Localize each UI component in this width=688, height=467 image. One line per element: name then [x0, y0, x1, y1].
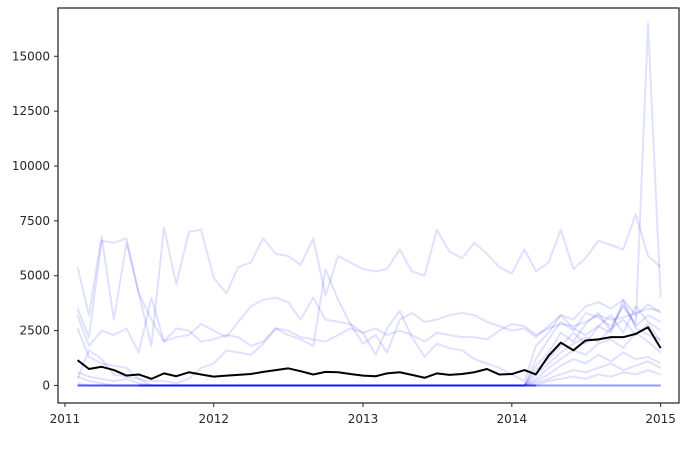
y-tick-label: 7500	[19, 214, 50, 228]
plot-frame	[57, 7, 680, 404]
series-line-2	[76, 237, 661, 343]
x-tick-label: 2014	[497, 412, 528, 426]
y-tick-label: 10000	[12, 159, 50, 173]
series-line-3	[76, 268, 662, 354]
series-layer	[76, 22, 662, 387]
x-tick-label: 2011	[50, 412, 81, 426]
series-line-4	[76, 298, 661, 385]
mean-series-line	[76, 326, 662, 380]
x-tick-label: 2015	[645, 412, 676, 426]
y-axis-ticks: 0 2500 5000 7500 10000 12500 15000	[12, 49, 58, 392]
y-tick-label: 12500	[12, 104, 50, 118]
series-line-1	[76, 213, 662, 347]
x-tick-label: 2012	[198, 412, 229, 426]
y-tick-label: 0	[42, 378, 50, 392]
mean-series-layer	[76, 326, 662, 380]
x-axis-ticks: 2011 2012 2013 2014 2015	[50, 403, 676, 426]
x-tick-label: 2013	[348, 412, 379, 426]
y-tick-label: 15000	[12, 49, 50, 63]
y-tick-label: 2500	[19, 324, 50, 338]
y-tick-label: 5000	[19, 269, 50, 283]
